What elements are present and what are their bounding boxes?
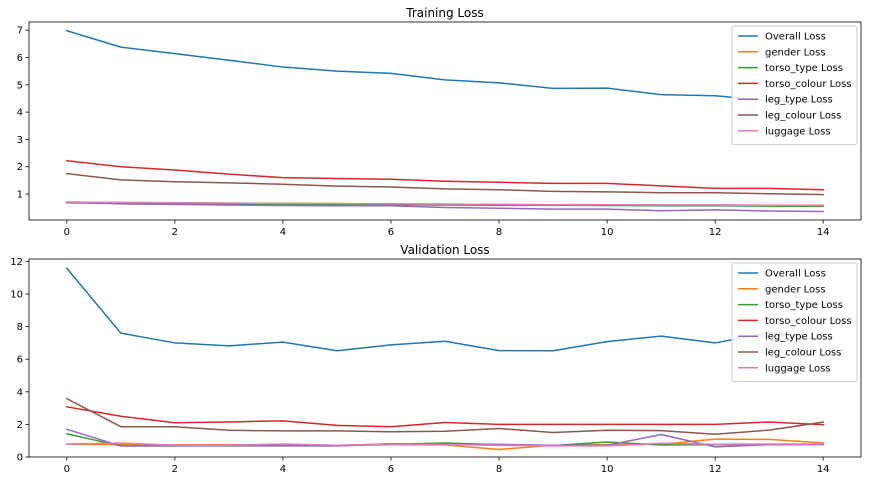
validation-axes-frame xyxy=(28,258,862,458)
training-x-tick-label: 2 xyxy=(172,227,178,238)
training-legend-label: torso_colour Loss xyxy=(765,79,852,90)
training-legend: Overall Loss gender Loss torso_type Loss to… xyxy=(731,25,858,146)
validation-x-tick-label: 12 xyxy=(709,464,722,475)
training-legend-box xyxy=(731,25,858,146)
training-series-torso-type-loss xyxy=(66,202,824,208)
validation-y-tick-label: 2 xyxy=(17,420,23,431)
validation-legend-label: gender Loss xyxy=(765,284,826,295)
training-axes-frame xyxy=(28,21,862,221)
validation-legend-label: luggage Loss xyxy=(765,363,831,374)
validation-y-tick-label: 6 xyxy=(17,355,23,366)
validation-y-tick-label: 10 xyxy=(10,290,23,301)
training-legend-label: torso_type Loss xyxy=(765,63,843,74)
validation-y-tick-label: 12 xyxy=(10,257,23,268)
validation-series-leg-colour-loss xyxy=(65,397,825,435)
validation-legend-box xyxy=(731,262,858,383)
validation-legend-label: Overall Loss xyxy=(765,269,826,280)
validation-series-luggage-loss xyxy=(66,442,824,447)
validation-legend-label: torso_type Loss xyxy=(765,300,843,311)
training-y-tick-label: 1 xyxy=(17,190,23,201)
title-validation-loss: Validation Loss xyxy=(400,243,489,257)
subplot-validation-loss: Validation Loss 0 2 4 6 8 10 12 14 0 2 4 6 8 10 12 Over… xyxy=(10,243,862,475)
validation-y-tick-label: 0 xyxy=(17,453,23,464)
subplot-training-loss: Training Loss 0 2 4 6 8 10 12 141234567Overall … xyxy=(17,6,862,238)
validation-legend-label: leg_colour Loss xyxy=(765,348,841,359)
validation-x-tick-label: 0 xyxy=(64,464,70,475)
validation-y-tick-label: 4 xyxy=(17,387,23,398)
validation-x-tick-label: 6 xyxy=(388,464,394,475)
training-series-leg-colour-loss xyxy=(65,172,824,196)
training-x-tick-label: 14 xyxy=(817,227,830,238)
validation-y-tick-label: 8 xyxy=(17,322,23,333)
validation-legend: Overall Loss gender Loss torso_type Loss to… xyxy=(731,262,858,383)
training-series-leg-type-loss xyxy=(66,201,824,213)
training-legend-label: leg_type Loss xyxy=(765,95,833,106)
training-x-tick-label: 0 xyxy=(64,227,70,238)
validation-series-torso-colour-loss xyxy=(65,405,824,428)
training-y-tick-label: 6 xyxy=(17,53,23,64)
training-y-tick-label: 7 xyxy=(17,26,23,37)
validation-x-tick-label: 10 xyxy=(601,464,614,475)
training-y-tick-label: 2 xyxy=(17,162,23,173)
validation-legend-label: torso_colour Loss xyxy=(765,316,852,327)
training-x-tick-label: 6 xyxy=(388,227,394,238)
training-x-tick-label: 10 xyxy=(601,227,614,238)
training-y-tick-label: 4 xyxy=(17,108,23,119)
training-series-overall-loss xyxy=(65,29,824,103)
training-legend-label: luggage Loss xyxy=(765,126,831,137)
validation-x-tick-label: 8 xyxy=(496,464,502,475)
training-y-tick-label: 3 xyxy=(17,135,23,146)
training-x-tick-label: 8 xyxy=(496,227,502,238)
training-y-tick-label: 5 xyxy=(17,80,23,91)
training-legend-label: gender Loss xyxy=(765,47,826,58)
validation-x-tick-label: 4 xyxy=(280,464,286,475)
training-series-torso-colour-loss xyxy=(65,159,824,191)
validation-series-overall-loss xyxy=(65,267,825,352)
training-series-luggage-loss xyxy=(66,201,824,207)
training-x-tick-label: 12 xyxy=(709,227,722,238)
validation-legend-label: leg_type Loss xyxy=(765,332,833,343)
title-training-loss: Training Loss xyxy=(405,6,483,20)
training-x-tick-label: 4 xyxy=(280,227,286,238)
training-legend-label: Overall Loss xyxy=(765,32,826,43)
validation-x-tick-label: 14 xyxy=(817,464,830,475)
training-legend-label: leg_colour Loss xyxy=(765,111,841,122)
validation-x-tick-label: 2 xyxy=(172,464,178,475)
